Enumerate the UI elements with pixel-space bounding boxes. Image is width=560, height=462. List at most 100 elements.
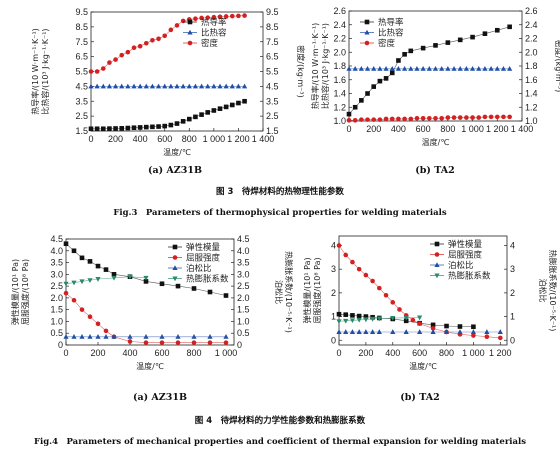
series-triangle — [88, 83, 248, 89]
data-point — [383, 76, 389, 81]
data-point — [63, 281, 69, 287]
data-point — [482, 114, 488, 120]
data-point — [494, 114, 500, 120]
data-point — [356, 329, 362, 334]
legend-label: 屈服强度 — [186, 253, 221, 264]
y2-tick-label: 3 — [510, 264, 515, 274]
data-point — [242, 13, 247, 18]
data-point — [445, 40, 451, 45]
data-point — [131, 45, 137, 50]
data-point — [383, 116, 389, 122]
data-point — [471, 333, 476, 338]
data-point — [471, 324, 476, 330]
data-point — [149, 83, 156, 89]
x-tick-label: 400 — [133, 134, 148, 144]
y2-tick-label: 5.5 — [266, 67, 279, 77]
y-tick-label: 6.5 — [75, 52, 88, 62]
subcaption-fig4a: (a) AZ31B — [132, 392, 187, 403]
y2-tick-label: 1.5 — [237, 305, 250, 315]
data-point — [180, 83, 186, 89]
data-point — [180, 18, 186, 24]
data-point — [223, 293, 229, 298]
data-point — [186, 116, 192, 122]
data-point — [443, 329, 450, 334]
data-point — [484, 334, 490, 340]
data-point — [414, 65, 420, 71]
data-point — [408, 48, 414, 54]
data-point — [186, 83, 192, 89]
data-point — [343, 252, 349, 258]
y-tick-label: 1.6 — [333, 75, 346, 85]
data-point — [420, 115, 426, 121]
data-point — [482, 65, 488, 71]
x-axis-label: 温度/℃ — [163, 147, 191, 157]
y-tick-label: 3.5 — [75, 96, 88, 106]
data-point — [417, 321, 422, 326]
data-point — [359, 98, 364, 103]
data-point — [156, 36, 161, 42]
data-point — [87, 278, 93, 284]
y2-tick-label: 3.5 — [266, 96, 279, 106]
data-point — [71, 248, 77, 254]
y2-tick-label: 4.0 — [237, 246, 250, 256]
series-triangle — [336, 329, 503, 334]
data-point — [229, 102, 235, 108]
data-point — [162, 33, 168, 39]
data-point — [205, 15, 211, 20]
x-tick-label: 0 — [88, 134, 93, 144]
data-point — [229, 83, 235, 89]
data-point — [95, 263, 101, 269]
data-point — [358, 65, 364, 71]
legend-marker — [187, 29, 193, 35]
data-point — [103, 267, 109, 272]
x-tick-label: 0 — [346, 124, 351, 134]
data-point — [94, 126, 100, 132]
data-point — [470, 34, 475, 40]
x-axis-label: 温度/℃ — [409, 361, 437, 371]
data-point — [346, 65, 352, 71]
data-point — [63, 290, 69, 296]
y2-tick-label: 2.0 — [237, 293, 250, 303]
data-point — [71, 280, 77, 286]
data-point — [356, 313, 362, 319]
legend-marker — [434, 241, 440, 247]
x-tick-label: 400 — [391, 124, 406, 134]
y-axis-label: 弹性模量/(10¹ Pa) — [10, 259, 20, 325]
y2-tick-label: 3.5 — [237, 258, 250, 268]
y-axis-label: 热导率/(10 W·m⁻¹·K⁻¹) — [310, 23, 320, 110]
data-point — [396, 58, 401, 63]
data-point — [497, 335, 503, 341]
subcaption-fig4b: (b) TA2 — [400, 392, 440, 403]
data-point — [470, 329, 476, 334]
data-point — [159, 281, 165, 287]
x-tick-label: 800 — [182, 134, 197, 144]
data-point — [451, 115, 457, 120]
data-point — [371, 117, 377, 122]
data-point — [88, 69, 94, 74]
y2-tick-label: 2.2 — [525, 34, 538, 44]
x-tick-label: 800 — [439, 348, 454, 358]
y2-tick-label: 1.6 — [525, 75, 538, 85]
y-tick-label: 1 — [331, 312, 336, 322]
legend-marker — [172, 255, 178, 260]
x-tick-label: 800 — [440, 124, 455, 134]
y-tick-label: 3.5 — [50, 258, 63, 268]
data-point — [507, 24, 512, 30]
y-tick-label: 3.0 — [50, 269, 63, 279]
legend-label: 比热容 — [201, 28, 227, 39]
data-point — [223, 333, 229, 339]
data-point — [191, 333, 197, 339]
data-point — [497, 329, 503, 334]
y-tick-label: 2.0 — [333, 47, 346, 57]
series-square — [346, 24, 512, 117]
data-point — [193, 114, 198, 120]
data-point — [87, 314, 93, 320]
data-point — [494, 65, 500, 71]
data-point — [397, 307, 402, 312]
data-point — [350, 313, 355, 318]
series-triangle-down — [63, 274, 149, 287]
data-point — [414, 115, 420, 121]
fig3-caption-zh: 图 3 待焊材料的热物理性能参数 — [216, 187, 344, 197]
